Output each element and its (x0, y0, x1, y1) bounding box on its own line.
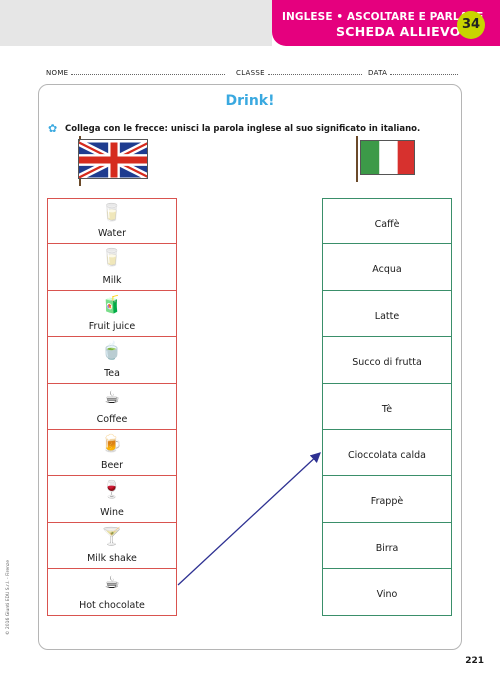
english-word: Beer (100, 460, 124, 472)
english-word-cell[interactable]: 🍸 Milk shake (47, 522, 177, 570)
italy-flag-icon (360, 140, 415, 175)
italian-word-cell[interactable]: Acqua (322, 244, 452, 291)
class-label: CLASSE (236, 69, 265, 77)
italian-word-cell[interactable]: Latte (322, 290, 452, 338)
english-word: Wine (100, 506, 124, 518)
english-word: Hot chocolate (79, 599, 145, 611)
english-word-cell[interactable]: ☕ Hot chocolate (47, 569, 177, 616)
italian-word: Acqua (372, 264, 402, 276)
name-label: NOME (46, 69, 69, 77)
teacup-icon: 🍵 (101, 341, 123, 362)
italian-word-cell[interactable]: Caffè (322, 198, 452, 245)
hot-chocolate-mug-icon: ☕ (104, 573, 120, 594)
coffee-cup-icon: ☕ (104, 387, 120, 408)
english-word: Tea (104, 367, 120, 379)
english-word-cell[interactable]: 🍺 Beer (47, 429, 177, 477)
header-gray-bar (0, 0, 272, 46)
sheet-label: SCHEDA ALLIEVO (336, 24, 461, 39)
italian-word: Vino (376, 589, 398, 601)
instruction-text: Collega con le frecce: unisci la parola … (65, 124, 421, 134)
exercise-panel (38, 84, 462, 650)
italian-words-column: Caffè Acqua Latte Succo di frutta Tè Cioccola… (322, 198, 452, 616)
date-dotted-line (390, 69, 459, 75)
uk-flag-icon (78, 139, 148, 179)
page-title: Drink! (225, 93, 275, 109)
page-number: 221 (465, 656, 484, 666)
milkshake-glass-icon: 🍸 (101, 526, 123, 547)
italian-word: Tè (381, 403, 393, 415)
beer-mug-icon: 🍺 (101, 433, 123, 454)
english-word: Coffee (96, 413, 128, 425)
flower-icon: ✿ (48, 122, 58, 135)
italian-word-cell[interactable]: Birra (322, 522, 452, 570)
english-word-cell[interactable]: 🧃 Fruit juice (47, 290, 177, 338)
glass-of-water-icon: 🥛 (101, 203, 123, 223)
english-word: Milk shake (87, 553, 137, 565)
class-field[interactable]: CLASSE (236, 69, 362, 77)
italian-word-cell[interactable]: Succo di frutta (322, 337, 452, 384)
italian-word-cell[interactable]: Frappè (322, 476, 452, 523)
name-field[interactable]: NOME (46, 69, 226, 77)
english-word: Water (97, 228, 127, 240)
english-word: Fruit juice (88, 321, 136, 333)
italian-word: Birra (375, 542, 399, 554)
english-word: Milk (102, 274, 122, 286)
date-field[interactable]: DATA (368, 69, 459, 77)
class-dotted-line (267, 69, 362, 75)
italian-word-cell[interactable]: Vino (322, 569, 452, 616)
name-dotted-line (71, 69, 226, 75)
italian-word: Caffè (374, 219, 400, 230)
italian-word: Latte (374, 310, 400, 322)
english-word-cell[interactable]: 🍵 Tea (47, 337, 177, 384)
english-word-cell[interactable]: ☕ Coffee (47, 383, 177, 430)
wine-bottle-icon: 🍷 (101, 480, 123, 501)
english-word-cell[interactable]: 🥛 Water (47, 198, 177, 245)
italian-word: Frappè (370, 496, 404, 508)
copyright-text: © 2016 Giunti EDU S.r.l. - Firenze (6, 559, 11, 635)
english-words-column: 🥛 Water 🥛 Milk 🧃 Fruit juice 🍵 Tea ☕ Coffee 🍺 Beer 🍷… (47, 198, 177, 616)
milk-carton-icon: 🥛 (101, 248, 123, 269)
subject-label: INGLESE • ASCOLTARE E PARLARE (282, 11, 484, 23)
sheet-number-badge: 34 (457, 11, 485, 39)
italian-word-cell[interactable]: Tè (322, 383, 452, 430)
english-word-cell[interactable]: 🍷 Wine (47, 476, 177, 523)
juice-box-icon: 🧃 (101, 294, 123, 315)
english-word-cell[interactable]: 🥛 Milk (47, 244, 177, 291)
date-label: DATA (368, 69, 388, 77)
italian-word: Succo di frutta (352, 357, 422, 369)
italy-flag-pole (356, 136, 358, 182)
italian-word: Cioccolata calda (348, 449, 426, 461)
italian-word-cell[interactable]: Cioccolata calda (322, 429, 452, 477)
